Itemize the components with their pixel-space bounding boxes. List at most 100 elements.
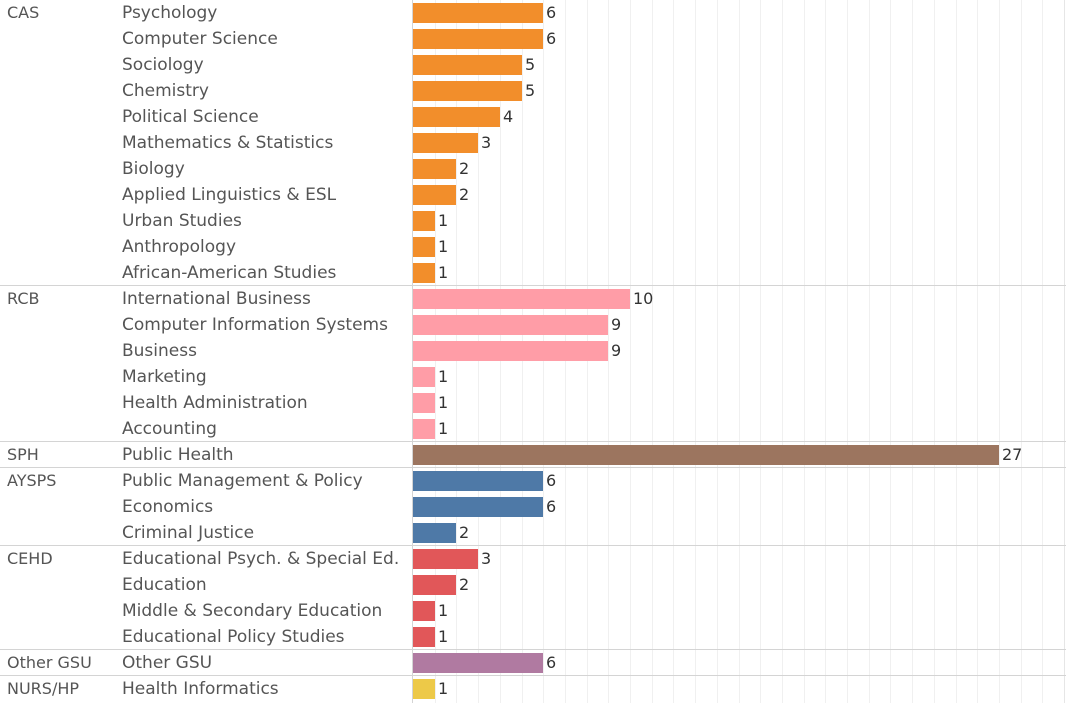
department-label: Mathematics & Statistics: [122, 133, 334, 153]
bar-value-label: 1: [438, 367, 449, 386]
gridline: [804, 0, 805, 703]
bar[interactable]: [413, 367, 435, 387]
department-label: Psychology: [122, 3, 218, 23]
bar-value-label: 6: [546, 497, 557, 516]
bar[interactable]: [413, 653, 543, 673]
pane-right-border: [1064, 0, 1065, 703]
department-label: Educational Policy Studies: [122, 627, 345, 647]
gridline: [1042, 0, 1043, 703]
college-label: CEHD: [7, 549, 53, 568]
gridline: [825, 0, 826, 703]
bar[interactable]: [413, 185, 456, 205]
bar[interactable]: [413, 575, 456, 595]
department-label: Biology: [122, 159, 185, 179]
bar[interactable]: [413, 29, 543, 49]
bar[interactable]: [413, 159, 456, 179]
pane-divider: [412, 0, 413, 703]
bar[interactable]: [413, 445, 999, 465]
department-label: Other GSU: [122, 653, 213, 673]
bar[interactable]: [413, 497, 543, 517]
department-label: Business: [122, 341, 197, 361]
bar-value-label: 1: [438, 679, 449, 698]
department-label: Economics: [122, 497, 214, 517]
department-label: Anthropology: [122, 237, 237, 257]
department-label: Applied Linguistics & ESL: [122, 185, 337, 205]
department-label: Political Science: [122, 107, 259, 127]
bar-value-label: 6: [546, 29, 557, 48]
department-label: Chemistry: [122, 81, 209, 101]
department-label: Education: [122, 575, 207, 595]
gridline: [630, 0, 631, 703]
department-label: Sociology: [122, 55, 204, 75]
bar-value-label: 6: [546, 653, 557, 672]
college-label: SPH: [7, 445, 39, 464]
bar[interactable]: [413, 523, 456, 543]
college-label: AYSPS: [7, 471, 57, 490]
gridline: [739, 0, 740, 703]
college-label: Other GSU: [7, 653, 92, 672]
bar[interactable]: [413, 549, 478, 569]
bar-value-label: 5: [525, 55, 536, 74]
group-separator: [0, 649, 1066, 650]
bar-value-label: 2: [459, 575, 470, 594]
bar[interactable]: [413, 81, 522, 101]
bar[interactable]: [413, 237, 435, 257]
department-label: Accounting: [122, 419, 217, 439]
department-label: Criminal Justice: [122, 523, 255, 543]
bar-value-label: 2: [459, 159, 470, 178]
group-separator: [0, 467, 1066, 468]
department-label: Public Health: [122, 445, 234, 465]
bar[interactable]: [413, 263, 435, 283]
bar-value-label: 1: [438, 601, 449, 620]
bar[interactable]: [413, 133, 478, 153]
bar-value-label: 9: [611, 341, 622, 360]
bar-value-label: 1: [438, 393, 449, 412]
gridline: [977, 0, 978, 703]
bar-value-label: 6: [546, 3, 557, 22]
bar[interactable]: [413, 601, 435, 621]
gridline: [717, 0, 718, 703]
bar[interactable]: [413, 107, 500, 127]
bar[interactable]: [413, 393, 435, 413]
bar[interactable]: [413, 211, 435, 231]
gridline: [890, 0, 891, 703]
bar[interactable]: [413, 315, 608, 335]
bar[interactable]: [413, 3, 543, 23]
department-label: Computer Science: [122, 29, 278, 49]
bar-value-label: 1: [438, 263, 449, 282]
bar[interactable]: [413, 289, 630, 309]
bar-value-label: 3: [481, 133, 492, 152]
college-label: NURS/HP: [7, 679, 80, 698]
department-label: Educational Psych. & Special Ed.: [122, 549, 400, 569]
gridline: [956, 0, 957, 703]
bar-value-label: 9: [611, 315, 622, 334]
group-separator: [0, 285, 1066, 286]
bar[interactable]: [413, 341, 608, 361]
group-separator: [0, 675, 1066, 676]
department-label: Health Informatics: [122, 679, 279, 699]
college-label: RCB: [7, 289, 40, 308]
gridline: [912, 0, 913, 703]
gridline: [782, 0, 783, 703]
bar-value-label: 1: [438, 419, 449, 438]
department-label: Urban Studies: [122, 211, 242, 231]
department-label: Computer Information Systems: [122, 315, 388, 335]
gridline: [934, 0, 935, 703]
department-label: International Business: [122, 289, 311, 309]
group-separator: [0, 441, 1066, 442]
bar[interactable]: [413, 679, 435, 699]
bar-value-label: 6: [546, 471, 557, 490]
bar-value-label: 3: [481, 549, 492, 568]
bar-value-label: 2: [459, 523, 470, 542]
bar[interactable]: [413, 627, 435, 647]
college-label: CAS: [7, 3, 40, 22]
bar-value-label: 1: [438, 237, 449, 256]
bar-value-label: 5: [525, 81, 536, 100]
bar[interactable]: [413, 419, 435, 439]
gridline: [869, 0, 870, 703]
gridline: [999, 0, 1000, 703]
bar[interactable]: [413, 55, 522, 75]
bar[interactable]: [413, 471, 543, 491]
department-label: Marketing: [122, 367, 207, 387]
